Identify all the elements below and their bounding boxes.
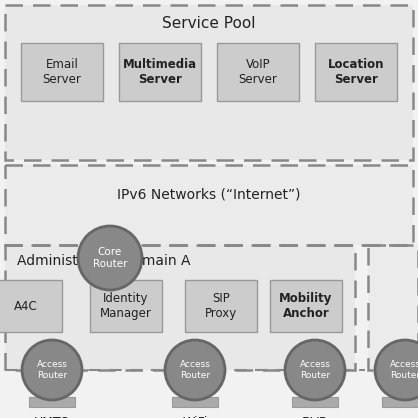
Bar xyxy=(5,5,413,160)
Bar xyxy=(185,280,257,332)
Text: Access
Router: Access Router xyxy=(300,360,331,380)
Bar xyxy=(382,397,418,407)
Bar xyxy=(29,397,75,407)
Circle shape xyxy=(165,340,225,400)
Text: SIP
Proxy: SIP Proxy xyxy=(205,292,237,320)
Circle shape xyxy=(375,340,418,400)
Text: Email
Server: Email Server xyxy=(43,58,82,86)
Circle shape xyxy=(22,340,82,400)
Text: Core
Router: Core Router xyxy=(93,247,127,269)
Bar xyxy=(90,280,162,332)
Bar xyxy=(172,397,218,407)
Text: Access
Router: Access Router xyxy=(36,360,67,380)
Circle shape xyxy=(78,226,142,290)
Text: IPv6 Networks (“Internet”): IPv6 Networks (“Internet”) xyxy=(117,188,301,202)
Text: Mobility
Anchor: Mobility Anchor xyxy=(279,292,333,320)
Text: VoIP
Server: VoIP Server xyxy=(239,58,278,86)
Bar xyxy=(0,280,62,332)
Bar xyxy=(5,245,355,370)
Text: Access
Router: Access Router xyxy=(390,360,418,380)
Circle shape xyxy=(285,340,345,400)
Bar xyxy=(5,165,413,245)
Text: Location
Server: Location Server xyxy=(328,58,384,86)
Text: Service Pool: Service Pool xyxy=(162,15,256,31)
Bar xyxy=(5,165,413,245)
Text: DVB: DVB xyxy=(302,416,328,418)
Bar xyxy=(21,43,103,101)
Text: Access
Router: Access Router xyxy=(180,360,210,380)
Bar xyxy=(5,5,413,160)
Text: A4C: A4C xyxy=(14,300,38,313)
Bar xyxy=(368,245,418,370)
Bar xyxy=(5,245,355,370)
Bar xyxy=(368,245,418,370)
Bar xyxy=(315,43,397,101)
Bar xyxy=(292,397,338,407)
Text: Multimedia
Server: Multimedia Server xyxy=(123,58,197,86)
Text: WiFi: WiFi xyxy=(182,416,208,418)
Text: Identity
Manager: Identity Manager xyxy=(100,292,152,320)
Text: UMTS: UMTS xyxy=(34,416,70,418)
Bar xyxy=(119,43,201,101)
Bar xyxy=(217,43,299,101)
Bar xyxy=(270,280,342,332)
Text: Administrative Domain A: Administrative Domain A xyxy=(17,254,191,268)
